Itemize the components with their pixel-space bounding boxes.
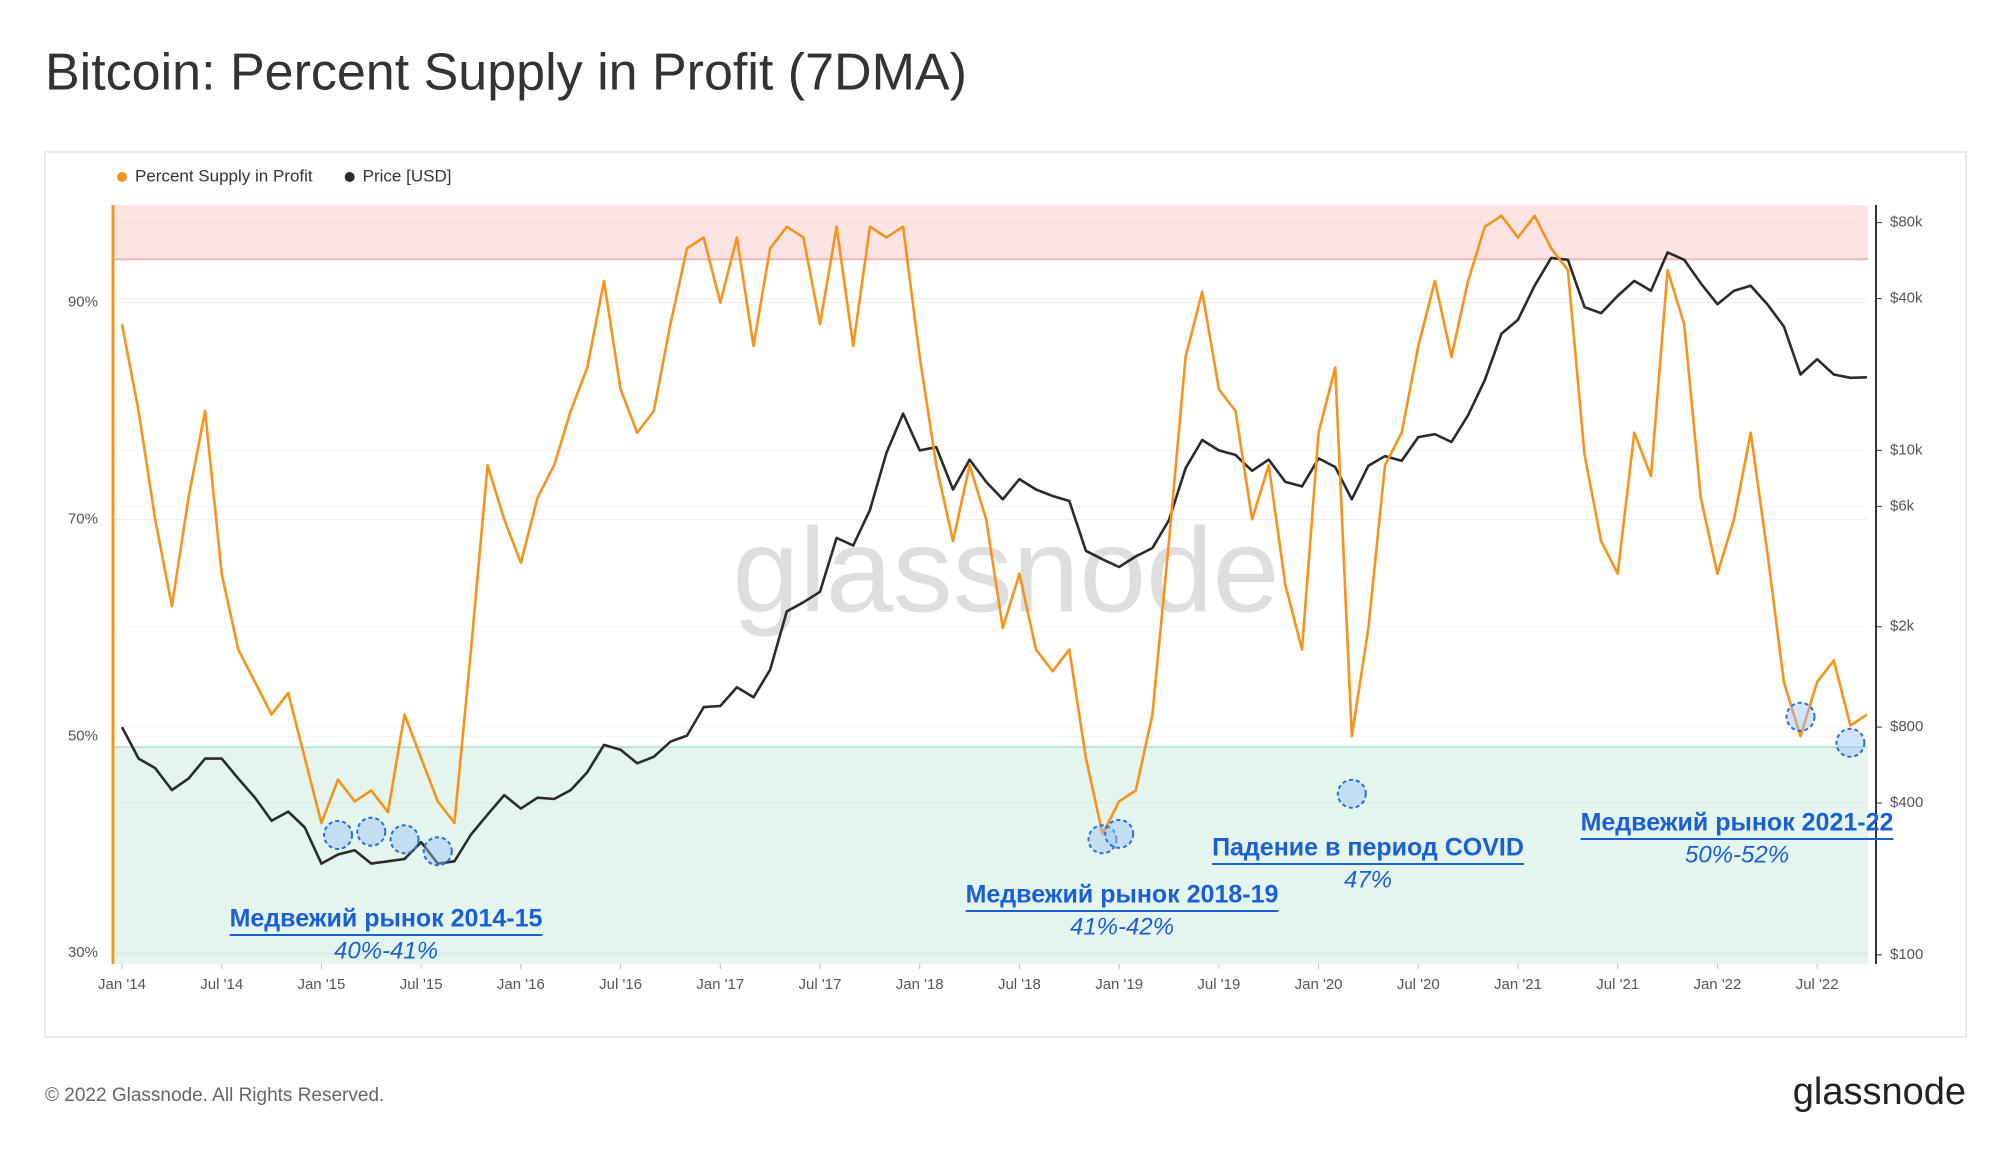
x-tick-label: Jul '19	[1197, 976, 1240, 993]
x-tick-label: Jan '20	[1295, 976, 1343, 993]
annotation-note: 40%-41%	[334, 937, 438, 964]
annotation-note: 50%-52%	[1685, 841, 1789, 868]
y-tick-label: 90%	[68, 294, 98, 311]
y-tick-label: 30%	[68, 944, 98, 961]
y2-tick-label: $2k	[1890, 618, 1915, 635]
legend-label: Price [USD]	[363, 166, 452, 185]
y2-tick-label: $400	[1890, 794, 1923, 811]
x-tick-label: Jul '21	[1596, 976, 1639, 993]
chart-title: Bitcoin: Percent Supply in Profit (7DMA)	[45, 44, 967, 102]
legend-marker	[344, 172, 355, 182]
x-tick-label: Jan '22	[1693, 976, 1741, 993]
band	[115, 205, 1868, 260]
x-tick-label: Jul '17	[799, 976, 842, 993]
x-tick-label: Jan '21	[1494, 976, 1542, 993]
annotation-title: Падение в период COVID	[1212, 834, 1524, 862]
x-tick-label: Jan '18	[896, 976, 944, 993]
y2-tick-label: $40k	[1890, 290, 1923, 307]
x-tick-label: Jul '22	[1796, 976, 1839, 993]
y2-tick-label: $10k	[1890, 441, 1923, 458]
x-tick-label: Jul '15	[400, 976, 443, 993]
annotation-marker	[323, 819, 354, 850]
chart-frame	[44, 151, 1967, 1038]
annotation-marker	[356, 816, 387, 847]
x-tick-label: Jan '17	[696, 976, 744, 993]
y2-tick-label: $100	[1890, 946, 1923, 963]
legend-label: Percent Supply in Profit	[135, 166, 313, 185]
annotation-title: Медвежий рынок 2018-19	[966, 881, 1279, 909]
series-line	[120, 251, 1868, 865]
y-tick-label: 70%	[68, 510, 98, 527]
x-tick-label: Jan '15	[297, 976, 345, 993]
annotation-title: Медвежий рынок 2014-15	[230, 905, 543, 933]
annotation-marker	[1785, 701, 1816, 732]
footer: © 2022 Glassnode. All Rights Reserved.	[45, 1085, 384, 1106]
annotation-note: 41%-42%	[1070, 913, 1174, 940]
annotation-marker	[422, 836, 453, 867]
x-tick-label: Jan '19	[1095, 976, 1143, 993]
annotation-marker	[1104, 818, 1135, 849]
x-tick-label: Jul '20	[1397, 976, 1440, 993]
series-line	[120, 214, 1868, 836]
y2-tick-label: $6k	[1890, 497, 1915, 514]
annotation-marker	[389, 824, 420, 855]
x-tick-label: Jul '14	[200, 976, 243, 993]
annotation-marker	[1087, 824, 1118, 855]
x-tick-label: Jan '16	[497, 976, 545, 993]
y2-tick-label: $80k	[1890, 214, 1923, 231]
x-tick-label: Jul '16	[599, 976, 642, 993]
logo: glassnode	[1793, 1071, 1966, 1113]
annotation-title: Медвежий рынок 2021-22	[1581, 809, 1894, 837]
annotation-marker	[1336, 778, 1367, 809]
y-tick-label: 50%	[68, 727, 98, 744]
x-tick-label: Jul '18	[998, 976, 1041, 993]
annotation-marker	[1835, 727, 1866, 758]
legend-marker	[117, 172, 127, 182]
y2-tick-label: $800	[1890, 718, 1923, 735]
annotation-note: 47%	[1344, 866, 1392, 893]
x-tick-label: Jan '14	[98, 976, 146, 993]
